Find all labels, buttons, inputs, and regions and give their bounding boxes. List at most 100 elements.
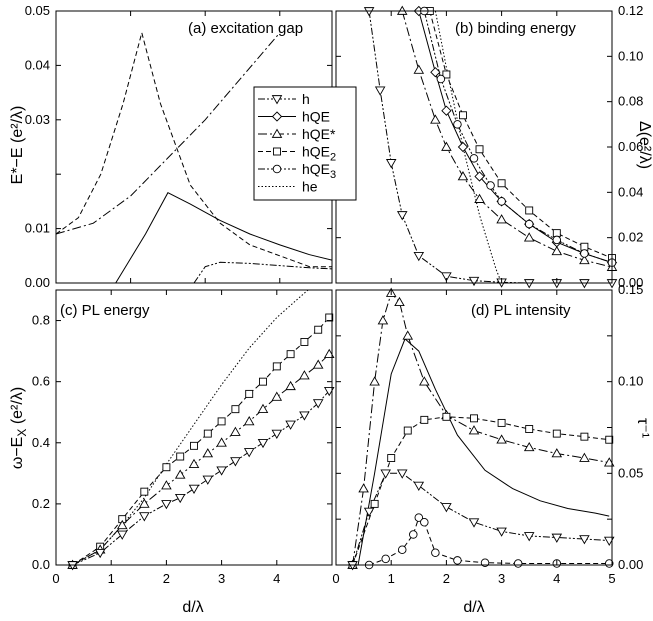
y-tick-label: 0.02: [618, 230, 643, 245]
data-point-hQE*: [441, 141, 452, 151]
legend-label: h: [302, 91, 310, 107]
data-point-h: [202, 475, 214, 485]
series-line-curve-1: [56, 32, 281, 235]
y-tick-label: 0.10: [618, 48, 643, 63]
data-point-hQE*: [358, 483, 369, 493]
data-point-hQE3: [397, 545, 407, 554]
data-point-h: [347, 561, 358, 571]
data-point-h: [323, 387, 335, 397]
data-point-h: [116, 530, 128, 540]
data-point-h: [523, 532, 535, 542]
data-point-hQE3: [420, 517, 429, 527]
series-line-he: [72, 290, 309, 565]
data-point-hQE2: [245, 389, 254, 398]
data-point-h: [579, 535, 590, 545]
legend-label-text: hQE: [302, 109, 330, 125]
legend-marker: [272, 164, 282, 174]
data-point-hQE2: [272, 362, 281, 371]
data-point-hQE*: [188, 458, 200, 468]
legend-label: hQE: [302, 109, 330, 125]
data-point-hQE2: [497, 418, 506, 427]
x-tick-label: 4: [553, 571, 560, 586]
data-point-h: [385, 159, 397, 169]
y-tick-label: 0.06: [618, 139, 643, 154]
legend-label: he: [302, 179, 318, 195]
data-point-hQE*: [496, 434, 507, 444]
data-point-hQE*: [323, 348, 335, 358]
data-point-hQE3: [436, 74, 446, 84]
data-point-hQE*: [551, 448, 563, 458]
series-line-curve-2: [56, 30, 332, 268]
y-tick-label: 0.4: [32, 435, 50, 450]
data-point-h: [603, 536, 615, 546]
data-point-hQE*: [413, 64, 425, 74]
data-point-h: [468, 276, 480, 287]
data-point-hQE3: [497, 197, 506, 206]
panel-c: 0.0 0.2 0.4 0.6 0.8 0 1 2 3 4: [32, 289, 335, 586]
data-point-hQE3: [409, 530, 418, 539]
data-point-hQE*: [474, 193, 485, 203]
panel-d-ylabel: τ⁻¹: [634, 418, 651, 438]
data-point-hQE2: [370, 499, 379, 508]
panel-d-title: (d) PL intensity: [471, 302, 571, 319]
x-tick-label: 1: [108, 571, 115, 586]
y-tick-label: 0.04: [25, 57, 50, 72]
data-point-h: [468, 518, 480, 528]
data-point-hQE3: [513, 559, 523, 568]
x-tick-label: 5: [608, 571, 615, 586]
data-point-hQE*: [579, 452, 590, 462]
data-point-hQE*: [523, 232, 535, 242]
plot-area: [352, 292, 610, 565]
data-point-hQE*: [271, 391, 283, 401]
data-point-hQE: [430, 67, 441, 78]
data-point-hQE*: [230, 426, 241, 436]
data-point-h: [312, 399, 324, 409]
data-point-hQE3: [552, 235, 562, 245]
data-point-hQE*: [551, 245, 563, 256]
data-point-hQE2: [286, 350, 295, 359]
data-point-h: [413, 251, 425, 262]
data-point-hQE2: [203, 429, 212, 438]
data-point-h: [551, 533, 563, 543]
panel-c-title: (c) PL energy: [60, 302, 150, 319]
panel-b-ylabel: Δ(e²/λ): [636, 121, 653, 169]
axes-frame: [55, 289, 333, 566]
data-point-hQE2: [580, 242, 589, 251]
data-point-h: [271, 429, 283, 440]
data-point-h: [230, 457, 241, 467]
legend-marker: [273, 147, 281, 156]
series-line-h: [352, 472, 610, 565]
y-tick-label: 0.12: [618, 3, 643, 18]
data-point-h: [257, 438, 269, 449]
y-tick-label: 0.00: [25, 275, 50, 290]
data-point-hQE*: [116, 519, 128, 530]
data-point-hQE2: [176, 452, 185, 461]
data-point-hQE*: [394, 296, 405, 307]
data-point-hQE2: [231, 405, 240, 414]
data-point-h: [188, 484, 200, 495]
y-tick-label: 0.05: [618, 465, 643, 480]
data-point-hQE*: [603, 457, 615, 467]
panel-d-xlabel: d/λ: [463, 599, 484, 616]
y-tick-label: 0.15: [618, 282, 643, 297]
data-point-h: [396, 469, 408, 479]
data-point-hQE2: [525, 425, 534, 433]
legend-label-text: hQE: [302, 144, 330, 160]
x-tick-label: 2: [443, 571, 450, 586]
data-point-h: [363, 7, 375, 17]
panel-b-title: (b) binding energy: [455, 20, 576, 37]
legend-marker: [271, 111, 283, 122]
data-point-hQE3: [381, 554, 390, 564]
series-line-hQE3: [368, 516, 610, 565]
data-point-hQE*: [139, 498, 150, 508]
data-point-hQE*: [369, 376, 380, 386]
data-point-hQE*: [312, 359, 324, 369]
x-tick-label: 3: [218, 571, 225, 586]
data-point-hQE2: [475, 145, 484, 154]
data-point-h: [174, 493, 186, 504]
data-point-hQE3: [524, 219, 534, 229]
data-point-hQE2: [459, 111, 467, 120]
data-point-h: [216, 466, 227, 476]
legend-label-subscript: 3: [330, 169, 336, 181]
